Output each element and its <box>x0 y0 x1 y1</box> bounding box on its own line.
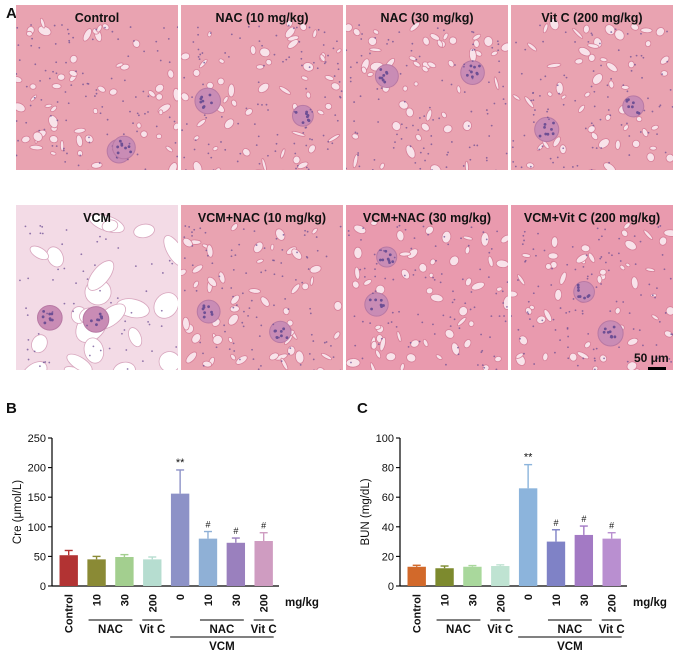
y-axis-label: Cre (μmol/L) <box>12 480 24 544</box>
significance-label: # <box>581 514 586 524</box>
x-tick-label: Control <box>64 594 76 633</box>
x-tick-label: 0 <box>175 594 187 600</box>
y-tick-label: 150 <box>28 492 46 504</box>
vcm-group-label: VCM <box>209 641 235 651</box>
bar <box>115 556 134 586</box>
y-tick-label: 20 <box>382 551 394 563</box>
micrograph-label: Control <box>74 11 120 25</box>
significance-label: # <box>553 518 558 528</box>
bar <box>254 541 273 586</box>
significance-label: # <box>261 521 266 531</box>
bar <box>407 566 426 586</box>
bar <box>574 534 594 586</box>
vcm-vitc-group-label: Vit C <box>599 624 625 636</box>
y-tick-label: 200 <box>28 463 46 475</box>
cre-chart: 0 50 100 150 200 250 Cre (μmol/L) Control 10 30 20… <box>0 398 340 651</box>
x-tick-label: 0 <box>523 594 535 600</box>
bar <box>546 541 566 586</box>
micrograph-label: Vit C (200 mg/kg) <box>541 11 643 25</box>
micrograph-label: VCM+NAC (30 mg/kg) <box>362 211 492 225</box>
x-tick-label: 200 <box>147 594 159 612</box>
bar <box>59 555 78 586</box>
micrograph-7: VCM+NAC (30 mg/kg) <box>346 205 508 370</box>
micrograph-image <box>181 205 343 370</box>
micrograph-image <box>511 5 673 170</box>
bun-bar-chart-svg: 0 20 40 60 80 100 BUN (mg/dL) Control 10 30 200 ** 0… <box>360 433 667 651</box>
bar <box>602 538 621 586</box>
bar <box>87 559 106 586</box>
micrograph-label: NAC (10 mg/kg) <box>215 11 309 25</box>
micrograph-4: Vit C (200 mg/kg) <box>511 5 673 170</box>
panel-label-b: B <box>6 400 17 417</box>
panel-label-c: C <box>357 400 368 417</box>
vcm-nac-group-label: NAC <box>557 624 582 636</box>
micrograph-label: VCM <box>83 211 111 225</box>
x-tick-label: 30 <box>467 594 479 606</box>
vitc-group-label: Vit C <box>139 624 165 636</box>
micrograph-image <box>346 5 508 170</box>
panel-label-a: A <box>6 5 17 22</box>
nac-group-label: NAC <box>446 624 471 636</box>
significance-label: ** <box>176 457 185 469</box>
micrograph-image <box>16 5 178 170</box>
significance-label: # <box>205 520 210 530</box>
bar <box>518 488 538 586</box>
scale-bar <box>648 367 666 370</box>
x-tick-label: Control <box>412 594 424 633</box>
micrograph-image <box>16 205 178 370</box>
significance-label: # <box>609 521 614 531</box>
micrograph-6: VCM+NAC (10 mg/kg) <box>181 205 343 370</box>
x-tick-label: 200 <box>259 594 271 612</box>
x-tick-label: 200 <box>495 594 507 612</box>
y-tick-label: 40 <box>382 522 394 534</box>
x-tick-label: 200 <box>607 594 619 612</box>
y-tick-label: 80 <box>382 463 394 475</box>
unit-label: mg/kg <box>285 597 319 609</box>
y-tick-label: 0 <box>40 581 46 593</box>
vcm-nac-group-label: NAC <box>209 624 234 636</box>
nac-group-label: NAC <box>98 624 123 636</box>
y-tick-label: 250 <box>28 433 46 445</box>
bar <box>170 493 190 586</box>
micrograph-5: VCM <box>16 205 178 370</box>
x-tick-label: 30 <box>119 594 131 606</box>
micrograph-3: NAC (30 mg/kg) <box>346 5 508 170</box>
significance-label: # <box>233 526 238 536</box>
micrograph-label: NAC (30 mg/kg) <box>380 11 474 25</box>
unit-label: mg/kg <box>633 597 667 609</box>
y-tick-label: 0 <box>388 581 394 593</box>
bun-chart: 0 20 40 60 80 100 BUN (mg/dL) Control 10 30 200 ** 0… <box>340 398 677 651</box>
micrograph-label: VCM+NAC (10 mg/kg) <box>197 211 327 225</box>
micrograph-2: NAC (10 mg/kg) <box>181 5 343 170</box>
y-axis-label: BUN (mg/dL) <box>360 478 372 545</box>
micrograph-image <box>181 5 343 170</box>
x-tick-label: 30 <box>579 594 591 606</box>
scale-bar-label: 50 μm <box>634 351 669 365</box>
y-tick-label: 60 <box>382 492 394 504</box>
micrograph-8: VCM+Vit C (200 mg/kg) <box>511 205 673 370</box>
micrograph-label: VCM+Vit C (200 mg/kg) <box>523 211 661 225</box>
vcm-vitc-group-label: Vit C <box>251 624 277 636</box>
x-tick-label: 10 <box>440 594 452 606</box>
bar <box>198 538 218 586</box>
micrograph-image <box>346 205 508 370</box>
bar <box>491 566 510 586</box>
y-tick-label: 100 <box>376 433 394 445</box>
vcm-group-label: VCM <box>557 641 583 651</box>
bar <box>435 568 454 586</box>
bar <box>143 559 162 586</box>
y-tick-label: 50 <box>34 551 46 563</box>
y-tick-label: 100 <box>28 522 46 534</box>
x-tick-label: 10 <box>551 594 563 606</box>
bar <box>226 542 246 586</box>
micrograph-image <box>511 205 673 370</box>
significance-label: ** <box>524 452 533 464</box>
x-tick-label: 30 <box>231 594 243 606</box>
x-tick-label: 10 <box>92 594 104 606</box>
x-tick-label: 10 <box>203 594 215 606</box>
vitc-group-label: Vit C <box>487 624 513 636</box>
micrograph-1: Control <box>16 5 178 170</box>
bar <box>463 566 482 586</box>
